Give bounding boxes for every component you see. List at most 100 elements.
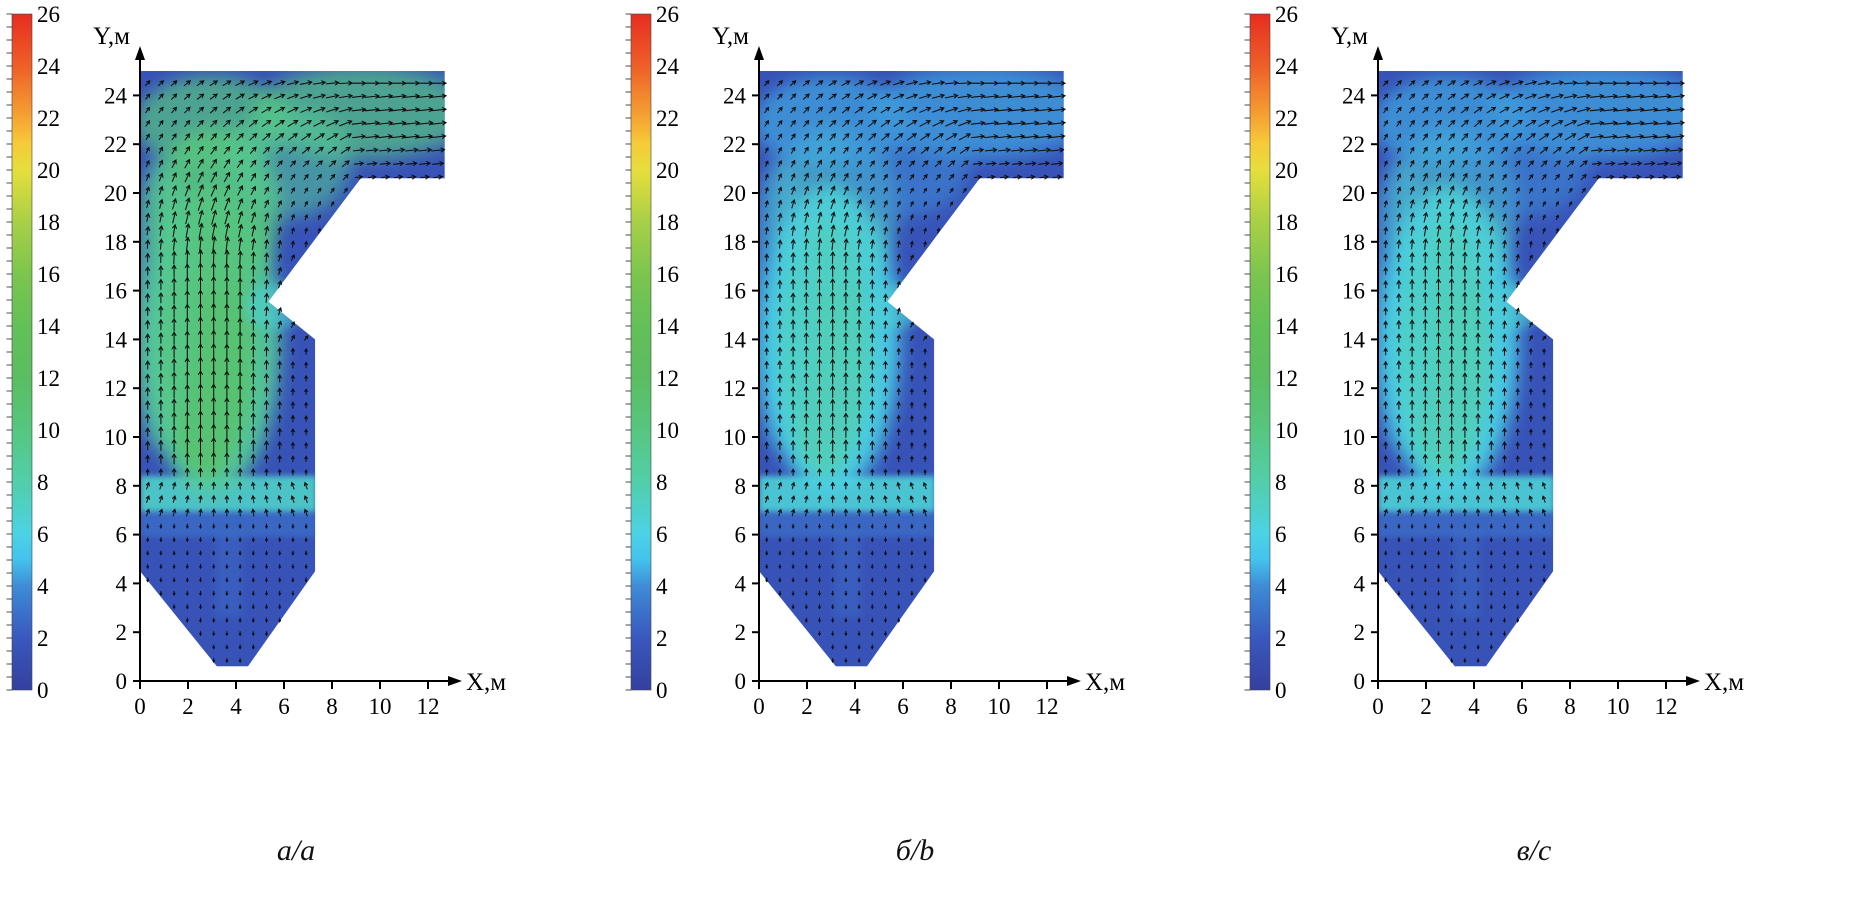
colorbar-tick-label: 24: [1275, 54, 1299, 79]
colorbar-tick-label: 2: [656, 626, 668, 651]
velocity-vectors: [145, 80, 448, 664]
colorbar-tick-label: 6: [37, 522, 49, 547]
y-tick-label: 0: [116, 669, 128, 694]
y-tick-label: 24: [723, 83, 747, 108]
velocity-vectors: [1383, 80, 1686, 664]
colorbar-tick-label: 6: [1275, 522, 1287, 547]
colorbar-tick-label: 14: [1275, 314, 1299, 339]
x-tick-label: 12: [417, 694, 440, 719]
colorbar-tick-label: 26: [37, 2, 60, 27]
colorbar-tick-label: 14: [37, 314, 61, 339]
y-tick-label: 20: [104, 181, 127, 206]
y-tick-label: 20: [723, 181, 746, 206]
colorbar-tick-label: 20: [37, 158, 60, 183]
colorbar-tick-label: 26: [1275, 2, 1298, 27]
velocity-field-plot-b: 0246810121416182022242602468101214161820…: [625, 2, 1125, 719]
colorbar-tick-label: 18: [656, 210, 679, 235]
x-tick-label: 0: [1372, 694, 1384, 719]
colorbar-tick-label: 12: [37, 366, 60, 391]
x-axis-label: X,м: [1704, 669, 1744, 696]
y-tick-label: 14: [104, 327, 128, 352]
y-tick-label: 18: [104, 230, 127, 255]
x-axis-arrow-icon: [448, 676, 462, 686]
y-tick-label: 2: [735, 620, 747, 645]
y-tick-label: 8: [735, 474, 747, 499]
colorbar-tick-label: 0: [656, 678, 668, 703]
y-tick-label: 0: [735, 669, 747, 694]
y-tick-label: 8: [1354, 474, 1366, 499]
x-tick-label: 6: [897, 694, 909, 719]
colorbar-tick-label: 8: [656, 470, 668, 495]
colorbar-tick-label: 20: [1275, 158, 1298, 183]
colorbar-tick-label: 18: [37, 210, 60, 235]
x-tick-label: 10: [1607, 694, 1630, 719]
y-tick-label: 0: [1354, 669, 1366, 694]
panel-a: 0 2 4 6 8 10 12 14 16 18 20 22 24 26 0 2 4 6 8 10 12 14 16 18 20…: [0, 0, 619, 903]
colorbar-tick-label: 6: [656, 522, 668, 547]
y-tick-label: 8: [116, 474, 128, 499]
y-tick-label: 10: [1342, 425, 1365, 450]
x-tick-label: 0: [753, 694, 765, 719]
y-tick-label: 22: [723, 132, 746, 157]
colorbar-tick-label: 0: [37, 678, 49, 703]
y-tick-label: 10: [104, 425, 127, 450]
x-tick-label: 6: [1516, 694, 1528, 719]
velocity-field-plot-a: 0246810121416182022242602468101214161820…: [6, 2, 506, 719]
colorbar-tick-label: 20: [656, 158, 679, 183]
y-tick-label: 12: [1342, 376, 1365, 401]
x-tick-label: 6: [278, 694, 290, 719]
panel-c: 0 2 4 6 8 10 12 14 16 18 20 22 24 26 0 2 4 6 8 10 12 14 16 18 20…: [1238, 0, 1857, 903]
colorbar-gradient: [11, 13, 33, 691]
colorbar-tick-label: 16: [656, 262, 679, 287]
y-tick-label: 18: [1342, 230, 1365, 255]
y-tick-label: 10: [723, 425, 746, 450]
y-axis-label: Y,м: [93, 23, 130, 50]
furnace-domain: [759, 71, 1064, 667]
y-tick-label: 14: [1342, 327, 1366, 352]
colorbar-tick-label: 22: [656, 106, 679, 131]
colorbar-tick-label: 26: [656, 2, 679, 27]
x-axis-label: X,м: [466, 669, 506, 696]
y-tick-label: 16: [723, 279, 746, 304]
y-tick-label: 16: [1342, 279, 1365, 304]
x-tick-label: 8: [326, 694, 338, 719]
colorbar-tick-label: 0: [1275, 678, 1287, 703]
colorbar-tick-label: 4: [1275, 574, 1287, 599]
x-tick-label: 2: [1420, 694, 1432, 719]
y-tick-label: 4: [1354, 571, 1366, 596]
x-axis-arrow-icon: [1067, 676, 1081, 686]
colorbar-tick-label: 24: [656, 54, 680, 79]
x-tick-label: 2: [801, 694, 813, 719]
y-tick-label: 4: [735, 571, 747, 596]
colorbar-tick-label: 16: [37, 262, 60, 287]
colorbar-gradient: [630, 13, 652, 691]
colorbar-tick-label: 4: [37, 574, 49, 599]
colorbar-gradient: [1249, 13, 1271, 691]
colorbar-tick-label: 8: [1275, 470, 1287, 495]
y-tick-label: 22: [104, 132, 127, 157]
x-tick-label: 10: [988, 694, 1011, 719]
y-tick-label: 2: [116, 620, 128, 645]
x-tick-label: 8: [1564, 694, 1576, 719]
furnace-domain: [140, 71, 445, 667]
y-tick-label: 14: [723, 327, 747, 352]
colorbar-tick-label: 22: [1275, 106, 1298, 131]
subplot-label-c: в/c: [1516, 834, 1552, 867]
colorbar-tick-label: 2: [1275, 626, 1287, 651]
y-axis-arrow-icon: [135, 46, 145, 60]
y-tick-label: 22: [1342, 132, 1365, 157]
colorbar-tick-label: 24: [37, 54, 61, 79]
y-axis-label: Y,м: [712, 23, 749, 50]
colorbar-tick-label: 16: [1275, 262, 1298, 287]
x-tick-label: 12: [1655, 694, 1678, 719]
panel-b: 0 2 4 6 8 10 12 14 16 18 20 22 24 26 0 2 4 6 8 10 12 14 16 18 20…: [619, 0, 1238, 903]
colorbar-tick-label: 12: [656, 366, 679, 391]
colorbar-tick-label: 12: [1275, 366, 1298, 391]
y-tick-label: 24: [1342, 83, 1366, 108]
y-tick-label: 24: [104, 83, 128, 108]
